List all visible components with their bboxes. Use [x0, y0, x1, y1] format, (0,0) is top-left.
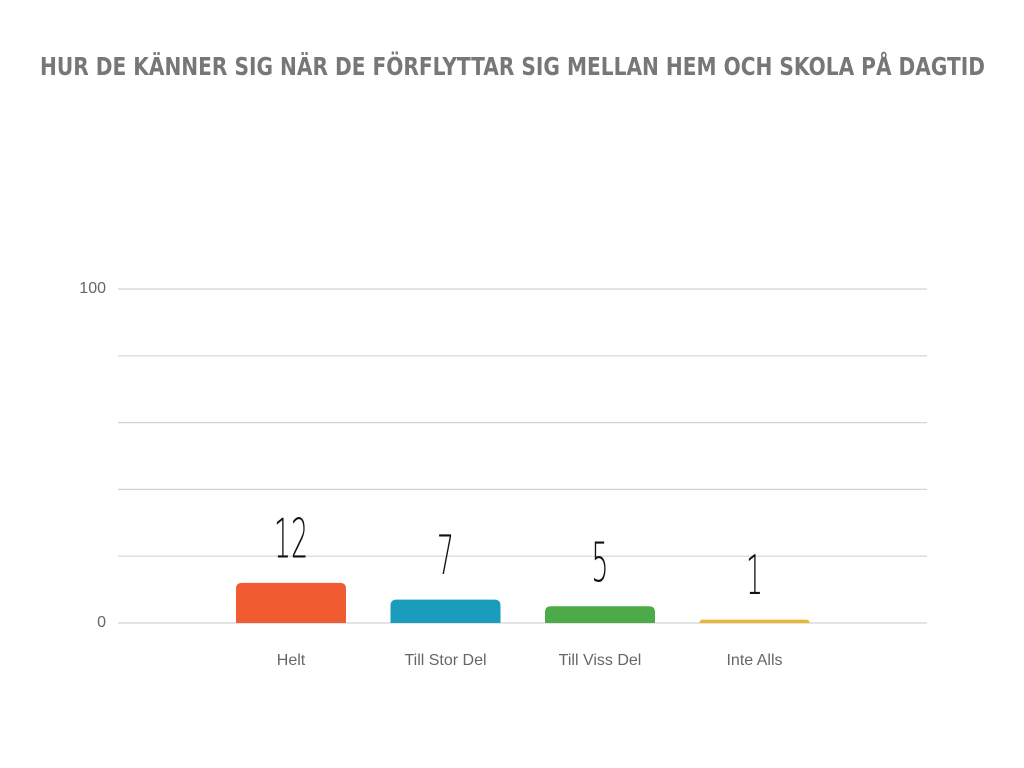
- value-label: 7: [437, 525, 454, 588]
- bar: [545, 606, 655, 623]
- bar: [236, 582, 346, 623]
- y-tick-label: 100: [79, 280, 106, 297]
- value-label: 12: [274, 508, 308, 571]
- chart-title: HUR DE KÄNNER SIG NÄR DE FÖRFLYTTAR SIG …: [40, 51, 985, 81]
- x-tick-label: Till Stor Del: [404, 652, 486, 669]
- y-tick-label: 0: [97, 614, 106, 631]
- x-tick-label: Till Viss Del: [559, 652, 642, 669]
- x-tick-label: Helt: [277, 652, 306, 669]
- bar: [699, 619, 810, 623]
- value-label: 5: [591, 532, 608, 595]
- bar: [390, 599, 501, 623]
- x-tick-label: Inte Alls: [726, 652, 782, 669]
- value-label: 1: [746, 545, 763, 608]
